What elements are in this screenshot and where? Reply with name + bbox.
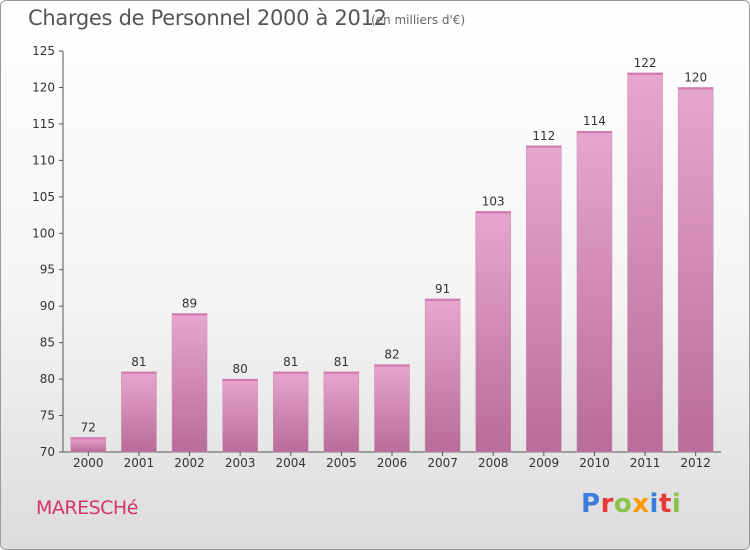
data-label: 122 [634, 56, 657, 70]
commune-name: MARESCHé [36, 497, 138, 519]
data-label: 81 [334, 355, 349, 369]
x-tick-label: 2007 [427, 456, 458, 470]
data-label: 81 [283, 355, 298, 369]
x-tick-label: 2001 [124, 456, 155, 470]
bar [424, 298, 461, 453]
bar [273, 371, 309, 453]
x-tick-label: 2000 [73, 456, 104, 470]
y-tick-label: 115 [32, 117, 55, 131]
bar-top-edge [374, 364, 410, 367]
logo-letter: o [613, 489, 633, 519]
bar-top-edge [526, 145, 562, 148]
data-label: 91 [435, 282, 450, 296]
data-label: 89 [182, 296, 197, 310]
y-tick-label: 95 [40, 263, 55, 277]
x-tick-label: 2011 [630, 456, 661, 470]
logo-letter: x [632, 489, 650, 519]
bar [222, 378, 258, 453]
bar-top-edge [576, 131, 612, 134]
bar-top-edge [475, 211, 511, 214]
x-tick-label: 2008 [478, 456, 509, 470]
logo-letter: P [581, 489, 601, 519]
bar-top-edge [425, 298, 461, 301]
bar [475, 211, 511, 453]
y-tick-label: 70 [40, 445, 55, 459]
y-tick-label: 120 [32, 80, 55, 94]
y-tick-label: 80 [40, 372, 55, 386]
data-label: 80 [233, 362, 248, 376]
x-tick-label: 2002 [174, 456, 205, 470]
y-tick-label: 75 [40, 409, 55, 423]
x-tick-label: 2003 [225, 456, 256, 470]
proxiti-logo[interactable]: Proxiti [581, 489, 681, 521]
data-label: 120 [684, 70, 707, 84]
bar-top-edge [678, 87, 714, 90]
bar [627, 72, 663, 453]
y-tick-label: 110 [32, 153, 55, 167]
bar [374, 364, 410, 453]
y-tick-label: 85 [40, 336, 55, 350]
bar [70, 437, 107, 453]
chart-subtitle: (en milliers d'€) [371, 13, 466, 27]
x-tick-label: 2010 [579, 456, 610, 470]
x-tick-label: 2012 [680, 456, 711, 470]
data-label: 72 [81, 420, 96, 434]
bar-top-edge [273, 371, 309, 374]
bar-top-edge [323, 371, 359, 374]
bar-top-edge [627, 72, 663, 75]
x-tick-label: 2009 [529, 456, 560, 470]
bar [323, 371, 360, 453]
bar [677, 87, 714, 453]
logo-letter: t [658, 489, 672, 519]
y-tick-label: 125 [32, 44, 55, 58]
data-label: 82 [384, 348, 399, 362]
data-label: 103 [482, 194, 505, 208]
bar-top-edge [121, 371, 157, 374]
bar [526, 145, 562, 453]
y-tick-label: 90 [40, 299, 55, 313]
x-tick-label: 2004 [275, 456, 306, 470]
bar-top-edge [222, 379, 258, 382]
data-label: 112 [532, 129, 555, 143]
logo-letter: i [671, 489, 682, 519]
data-label: 114 [583, 114, 606, 128]
y-tick-label: 100 [32, 226, 55, 240]
y-tick-label: 105 [32, 190, 55, 204]
chart-title: Charges de Personnel 2000 à 2012 [28, 6, 387, 30]
logo-letter: i [649, 489, 659, 519]
bar [171, 313, 208, 453]
bar [121, 371, 157, 453]
x-tick-label: 2006 [377, 456, 408, 470]
bar-top-edge [70, 437, 106, 440]
logo-letter: r [600, 489, 614, 519]
bar-top-edge [172, 313, 208, 316]
bar [576, 130, 613, 453]
data-label: 81 [131, 355, 146, 369]
x-tick-label: 2005 [326, 456, 357, 470]
